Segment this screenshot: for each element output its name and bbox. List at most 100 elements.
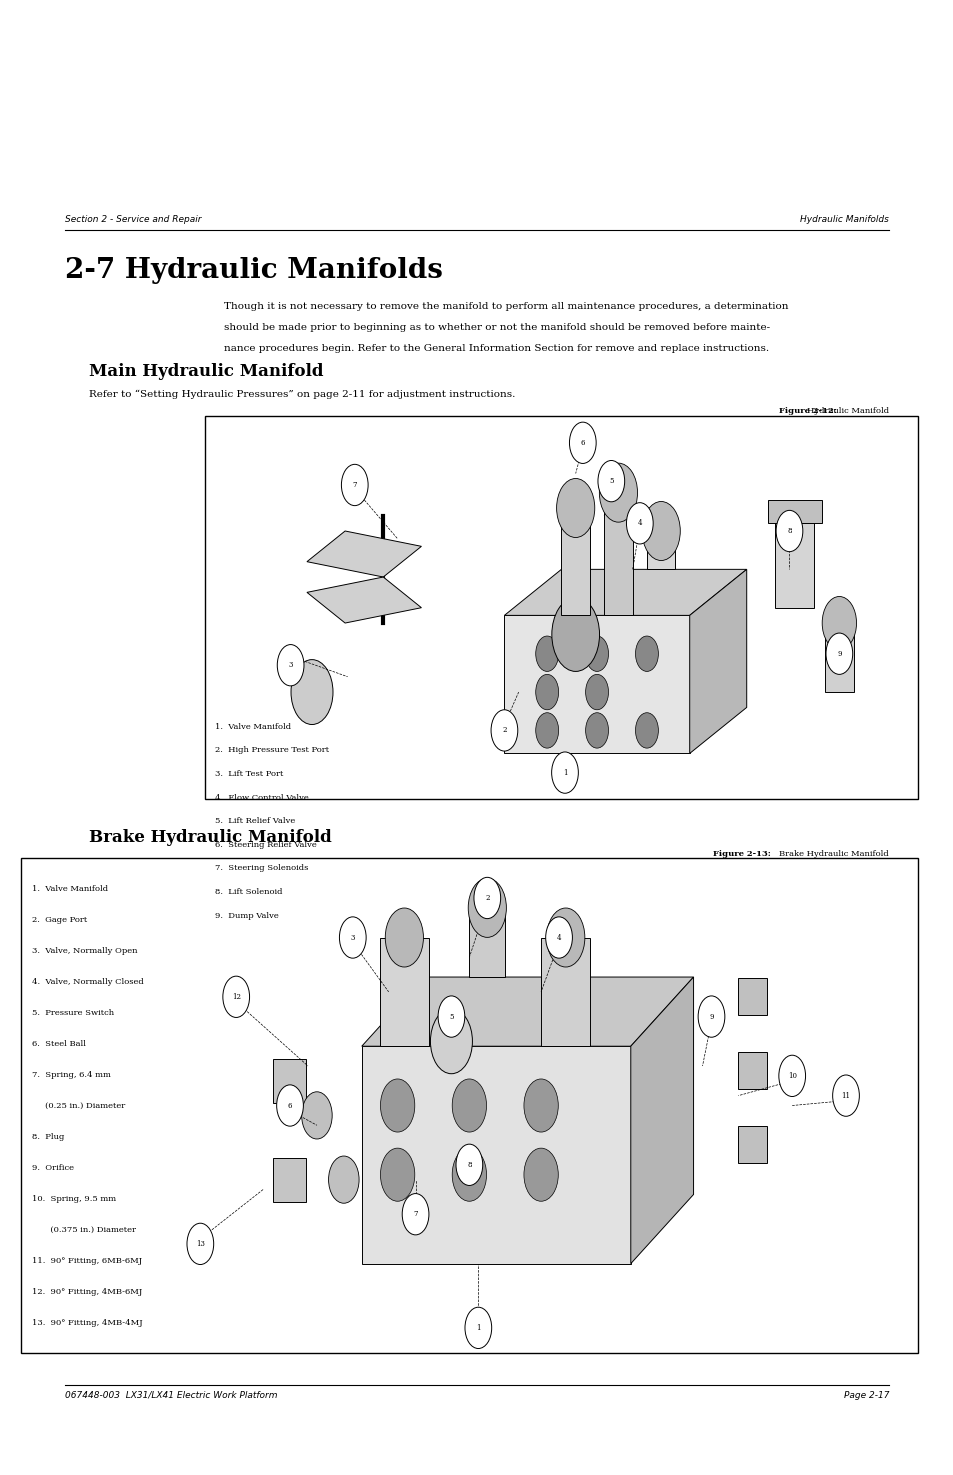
Text: 3.  Lift Test Port: 3. Lift Test Port <box>214 770 283 777</box>
Text: (0.375 in.) Diameter: (0.375 in.) Diameter <box>32 1226 136 1233</box>
Text: 12.  90° Fitting, 4MB-6MJ: 12. 90° Fitting, 4MB-6MJ <box>32 1288 143 1295</box>
Text: 12: 12 <box>232 993 240 1002</box>
Text: 7.  Steering Solenoids: 7. Steering Solenoids <box>214 864 308 872</box>
Polygon shape <box>689 569 746 754</box>
Bar <box>469 907 505 976</box>
Circle shape <box>821 596 856 649</box>
Text: 8: 8 <box>786 527 791 535</box>
Text: 3: 3 <box>351 934 355 941</box>
Circle shape <box>635 712 658 748</box>
Bar <box>738 978 766 1015</box>
Bar <box>646 531 675 569</box>
Circle shape <box>545 917 572 959</box>
Circle shape <box>452 1148 486 1201</box>
Circle shape <box>468 878 506 938</box>
Text: Brake Hydraulic Manifold: Brake Hydraulic Manifold <box>779 850 888 857</box>
Text: Hydraulic Manifolds: Hydraulic Manifolds <box>800 215 888 224</box>
Circle shape <box>380 1148 415 1201</box>
Circle shape <box>276 1084 303 1127</box>
Bar <box>767 500 821 524</box>
Bar <box>379 938 429 1046</box>
FancyBboxPatch shape <box>205 416 917 799</box>
Text: 4.  Flow Control Valve: 4. Flow Control Valve <box>214 794 308 801</box>
Text: Refer to “Setting Hydraulic Pressures” on page 2-11 for adjustment instructions.: Refer to “Setting Hydraulic Pressures” o… <box>89 389 515 398</box>
Text: 1: 1 <box>476 1325 480 1332</box>
Bar <box>824 622 853 692</box>
Circle shape <box>491 709 517 751</box>
Circle shape <box>456 1145 482 1186</box>
Circle shape <box>291 659 333 724</box>
Text: 2: 2 <box>484 894 489 903</box>
Text: 8: 8 <box>467 1161 471 1168</box>
Circle shape <box>585 636 608 671</box>
Circle shape <box>437 996 464 1037</box>
Polygon shape <box>307 577 421 622</box>
Text: 8.  Lift Solenoid: 8. Lift Solenoid <box>214 888 282 895</box>
Text: 5: 5 <box>608 476 613 485</box>
Text: 11.  90° Fitting, 6MB-6MJ: 11. 90° Fitting, 6MB-6MJ <box>32 1257 142 1264</box>
Bar <box>775 524 814 608</box>
Circle shape <box>569 422 596 463</box>
Text: 10.  Spring, 9.5 mm: 10. Spring, 9.5 mm <box>32 1195 116 1202</box>
Text: 6: 6 <box>288 1102 292 1109</box>
Circle shape <box>523 1148 558 1201</box>
Bar <box>738 1052 766 1089</box>
Polygon shape <box>504 615 689 754</box>
Text: (0.25 in.) Diameter: (0.25 in.) Diameter <box>32 1102 126 1109</box>
Text: nance procedures begin. Refer to the General Information Section for remove and : nance procedures begin. Refer to the Gen… <box>224 344 768 353</box>
FancyBboxPatch shape <box>21 858 917 1353</box>
Text: 13.  90° Fitting, 4MB-4MJ: 13. 90° Fitting, 4MB-4MJ <box>32 1319 143 1326</box>
Circle shape <box>585 712 608 748</box>
Text: 2-7 Hydraulic Manifolds: 2-7 Hydraulic Manifolds <box>65 257 442 283</box>
Circle shape <box>402 1193 429 1235</box>
Circle shape <box>832 1075 859 1117</box>
Polygon shape <box>504 569 746 615</box>
Circle shape <box>452 1080 486 1133</box>
Circle shape <box>430 1009 472 1074</box>
Text: 9.  Dump Valve: 9. Dump Valve <box>214 912 278 919</box>
Circle shape <box>825 633 852 674</box>
Text: 9: 9 <box>836 649 841 658</box>
Circle shape <box>546 909 584 968</box>
Text: 1: 1 <box>562 768 567 777</box>
Polygon shape <box>307 531 421 577</box>
Text: 3.  Valve, Normally Open: 3. Valve, Normally Open <box>32 947 138 954</box>
Text: should be made prior to beginning as to whether or not the manifold should be re: should be made prior to beginning as to … <box>224 323 769 332</box>
Text: 9: 9 <box>708 1012 713 1021</box>
Circle shape <box>598 463 637 522</box>
Text: Hydraulic Manifold: Hydraulic Manifold <box>806 407 888 414</box>
Text: 2.  Gage Port: 2. Gage Port <box>32 916 88 923</box>
Text: 11: 11 <box>841 1092 850 1100</box>
Polygon shape <box>361 1046 630 1264</box>
Bar <box>273 1158 306 1202</box>
Circle shape <box>776 510 802 552</box>
Text: 7.  Spring, 6.4 mm: 7. Spring, 6.4 mm <box>32 1071 112 1078</box>
Circle shape <box>474 878 500 919</box>
Circle shape <box>598 460 624 502</box>
Text: 1.  Valve Manifold: 1. Valve Manifold <box>214 723 291 730</box>
Circle shape <box>301 1092 332 1139</box>
Text: 10: 10 <box>787 1072 796 1080</box>
Circle shape <box>380 1080 415 1133</box>
Circle shape <box>536 712 558 748</box>
Text: 3: 3 <box>288 661 293 670</box>
Circle shape <box>635 636 658 671</box>
Circle shape <box>556 478 594 537</box>
Text: Figure 2-12:: Figure 2-12: <box>779 407 837 414</box>
Text: 8.  Plug: 8. Plug <box>32 1133 65 1140</box>
Text: 5.  Lift Relief Valve: 5. Lift Relief Valve <box>214 817 294 825</box>
Text: 5.  Pressure Switch: 5. Pressure Switch <box>32 1009 114 1016</box>
Text: 2: 2 <box>501 726 506 735</box>
Circle shape <box>641 502 679 560</box>
Circle shape <box>464 1307 491 1348</box>
Text: 9.  Orifice: 9. Orifice <box>32 1164 74 1171</box>
Text: 6: 6 <box>580 438 584 447</box>
Circle shape <box>187 1223 213 1264</box>
Bar <box>560 507 589 615</box>
Circle shape <box>626 503 653 544</box>
Bar <box>273 1059 306 1103</box>
Text: Brake Hydraulic Manifold: Brake Hydraulic Manifold <box>89 829 331 847</box>
Circle shape <box>536 636 558 671</box>
Circle shape <box>523 1080 558 1133</box>
Bar <box>603 493 632 615</box>
